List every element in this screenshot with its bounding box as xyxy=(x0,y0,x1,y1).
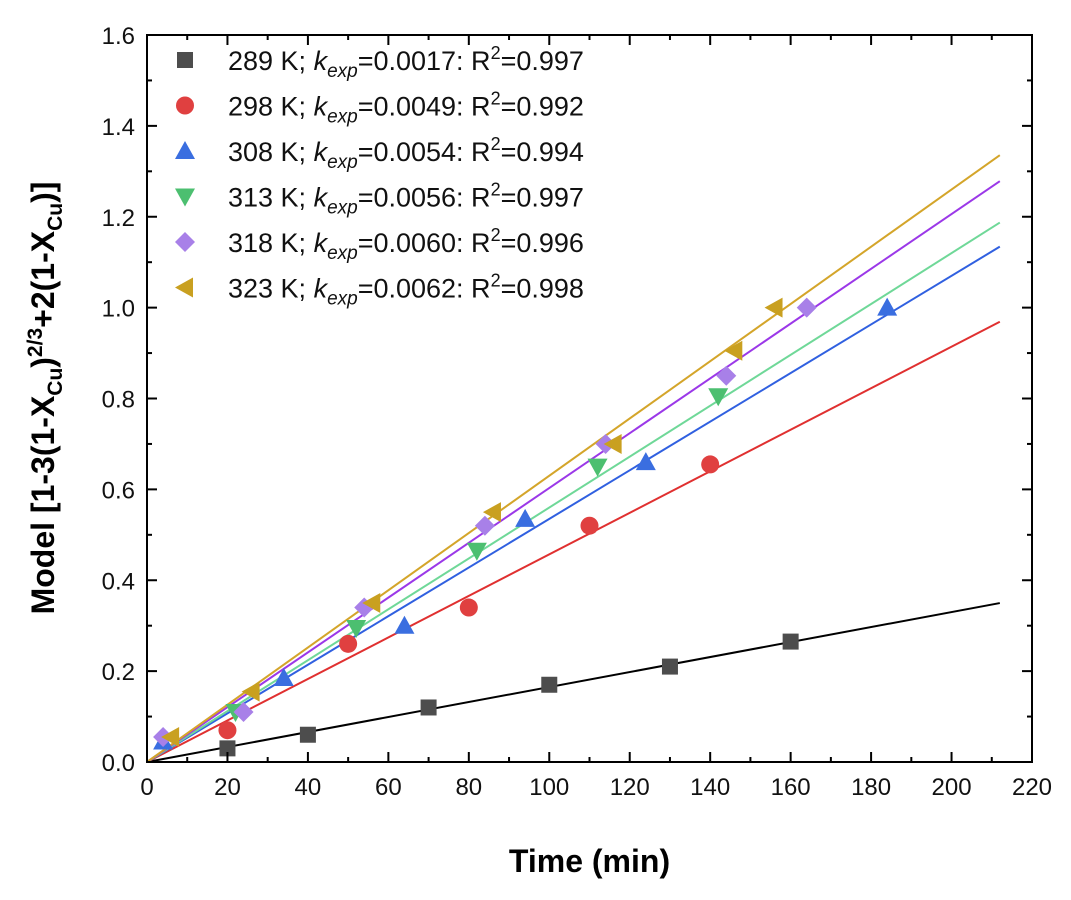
legend-marker-318k xyxy=(175,232,195,252)
data-point-308k xyxy=(877,297,898,316)
y-tick-label: 0.2 xyxy=(102,659,135,686)
data-point-308k xyxy=(273,667,294,686)
data-point-323k xyxy=(241,681,260,702)
legend-marker-308k xyxy=(175,141,195,159)
data-point-298k xyxy=(701,455,720,474)
y-tick-label: 0.0 xyxy=(102,750,135,777)
legend-label: 318 K; kexp=0.0060: R2=0.996 xyxy=(228,225,584,264)
y-tick-label: 0.4 xyxy=(102,568,135,595)
data-point-308k xyxy=(515,508,536,527)
legend-item-318k: 318 K; kexp=0.0060: R2=0.996 xyxy=(175,225,584,264)
legend-item-308k: 308 K; kexp=0.0054: R2=0.994 xyxy=(175,134,584,173)
y-tick-label: 1.6 xyxy=(102,23,135,50)
legend-item-298k: 298 K; kexp=0.0049: R2=0.992 xyxy=(176,89,584,128)
data-point-289k xyxy=(661,658,678,675)
fit-line-323k xyxy=(146,154,1001,763)
data-point-298k xyxy=(580,516,599,535)
x-tick-label: 160 xyxy=(771,774,811,801)
data-point-298k xyxy=(459,598,478,617)
x-tick-label: 200 xyxy=(932,774,972,801)
data-point-318k xyxy=(716,365,737,386)
data-point-318k xyxy=(796,297,817,318)
legend-item-313k: 313 K; kexp=0.0056: R2=0.997 xyxy=(175,180,584,219)
data-point-313k xyxy=(346,619,367,638)
y-title-sub: Cu xyxy=(44,203,67,231)
legend-label: 313 K; kexp=0.0056: R2=0.997 xyxy=(228,180,584,219)
fit-line-289k xyxy=(146,602,1001,763)
fit-line-308k xyxy=(146,245,1001,763)
legend-marker-298k xyxy=(176,96,194,115)
x-axis-title: Time (min) xyxy=(509,843,670,879)
y-title-part: Model [1-3(1-X xyxy=(25,395,61,614)
data-point-308k xyxy=(394,615,415,634)
data-point-308k xyxy=(635,452,656,471)
y-tick-label: 0.6 xyxy=(102,477,135,504)
data-point-323k xyxy=(724,340,743,361)
legend-label: 298 K; kexp=0.0049: R2=0.992 xyxy=(228,89,584,128)
data-markers xyxy=(153,297,898,757)
x-tick-label: 20 xyxy=(214,774,241,801)
legend-item-323k: 323 K; kexp=0.0062: R2=0.998 xyxy=(175,271,584,310)
legend-label: 289 K; kexp=0.0017: R2=0.997 xyxy=(228,43,584,82)
x-tick-label: 60 xyxy=(375,774,402,801)
data-point-289k xyxy=(299,726,316,743)
x-tick-label: 180 xyxy=(851,774,891,801)
data-point-313k xyxy=(466,542,487,561)
y-title-part: ) xyxy=(25,357,61,368)
fit-line-313k xyxy=(146,221,1001,763)
y-tick-label: 1.4 xyxy=(102,114,135,141)
data-point-313k xyxy=(587,458,608,477)
data-point-323k xyxy=(161,727,180,748)
data-point-289k xyxy=(541,676,558,693)
data-point-323k xyxy=(482,502,501,523)
data-point-298k xyxy=(339,634,358,653)
x-tick-label: 0 xyxy=(140,774,153,801)
y-axis-title: Model [1-3(1-XCu)2/3+2(1-XCu)] xyxy=(24,182,67,615)
data-point-323k xyxy=(362,592,381,613)
y-tick-label: 0.8 xyxy=(102,387,135,414)
legend-marker-313k xyxy=(175,188,195,207)
data-point-289k xyxy=(420,699,437,716)
legend-item-289k: 289 K; kexp=0.0017: R2=0.997 xyxy=(177,43,584,82)
y-title-sub: Cu xyxy=(44,368,67,396)
data-point-323k xyxy=(603,433,622,454)
x-tick-label: 220 xyxy=(1012,774,1052,801)
data-point-289k xyxy=(782,633,799,650)
data-point-313k xyxy=(708,388,729,407)
y-tick-label: 1.2 xyxy=(102,205,135,232)
y-title-part: )] xyxy=(25,182,61,203)
y-tick-label: 1.0 xyxy=(102,296,135,323)
legend-marker-323k xyxy=(175,277,193,298)
data-point-318k xyxy=(233,702,254,723)
fit-line-318k xyxy=(146,180,1001,763)
legend-label: 323 K; kexp=0.0062: R2=0.998 xyxy=(228,271,584,310)
data-point-289k xyxy=(219,740,236,757)
x-tick-label: 100 xyxy=(529,774,569,801)
x-tick-label: 120 xyxy=(610,774,650,801)
legend-label: 308 K; kexp=0.0054: R2=0.994 xyxy=(228,134,584,173)
data-point-318k xyxy=(474,515,495,536)
x-tick-label: 140 xyxy=(690,774,730,801)
y-title-part: +2(1-X xyxy=(25,230,61,328)
data-point-298k xyxy=(218,721,237,740)
legend-marker-289k xyxy=(177,52,193,68)
axes: 0 20 40 60 80 100 120 140 160 180 200 220 0.0 0.2 0.4 0… xyxy=(102,23,1052,801)
fit-lines xyxy=(146,154,1001,763)
y-title-sup: 2/3 xyxy=(24,328,47,357)
x-tick-label: 40 xyxy=(295,774,322,801)
x-tick-label: 80 xyxy=(455,774,482,801)
data-point-323k xyxy=(764,297,783,318)
fit-line-298k xyxy=(146,320,1001,763)
legend: 289 K; kexp=0.0017: R2=0.997 298 K; kexp=… xyxy=(175,43,584,310)
